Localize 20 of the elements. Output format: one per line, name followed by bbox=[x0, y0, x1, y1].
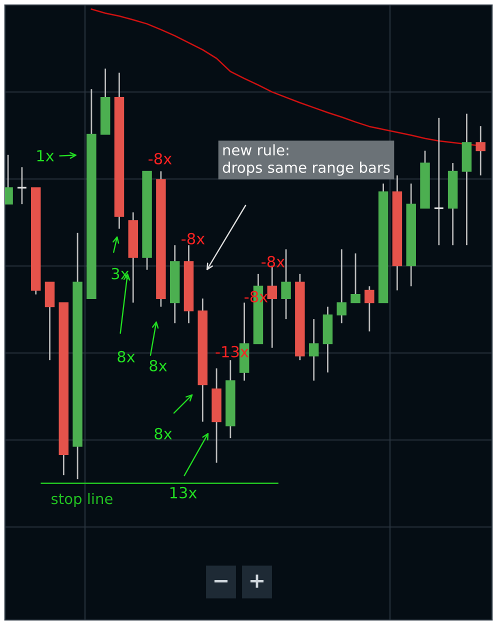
annotation: -8x bbox=[262, 256, 285, 268]
annotation: 3x bbox=[112, 268, 129, 280]
annotation: new rule: drops same range bars bbox=[222, 144, 390, 176]
annotation: 8x bbox=[118, 350, 135, 362]
text: + bbox=[250, 574, 264, 588]
ref-line-label: stop line bbox=[52, 492, 112, 508]
text: − bbox=[214, 580, 228, 582]
candlestick bbox=[476, 125, 486, 176]
candlestick bbox=[364, 286, 374, 332]
annotation: -8x bbox=[148, 152, 172, 164]
text: 13x bbox=[170, 486, 197, 498]
candlestick bbox=[16, 166, 28, 205]
annotation: 1x bbox=[37, 150, 54, 162]
annotation: -8x bbox=[182, 232, 205, 244]
annotation: 8x bbox=[154, 428, 172, 440]
annotation: 8x bbox=[150, 360, 167, 372]
candlestick bbox=[336, 248, 346, 324]
candlestick bbox=[350, 252, 360, 304]
candlestick bbox=[434, 117, 444, 246]
candlestick bbox=[308, 318, 319, 382]
